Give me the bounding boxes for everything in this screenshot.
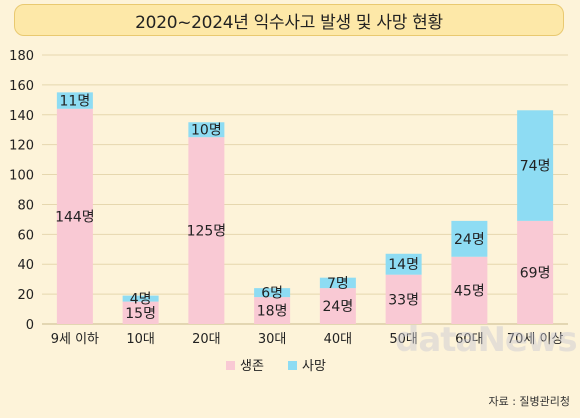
data-label-survival: 144명 <box>55 209 95 225</box>
data-label-survival: 15명 <box>125 306 156 322</box>
data-label-survival: 69명 <box>520 265 551 281</box>
y-tick-label: 60 <box>17 228 34 243</box>
data-label-death: 4명 <box>130 292 152 308</box>
source-note: 자료 : 질병관리청 <box>488 395 570 408</box>
chart-title: 2020~2024년 익수사고 발생 및 사망 현황 <box>14 4 564 36</box>
x-category-label: 70세 이상 <box>507 332 564 347</box>
data-label-death: 14명 <box>388 257 419 273</box>
bar-death <box>451 220 488 257</box>
data-label-death: 74명 <box>520 159 551 175</box>
bar-death <box>254 288 291 298</box>
y-tick-label: 160 <box>9 79 34 94</box>
bar-survival <box>319 288 356 324</box>
data-label-death: 6명 <box>261 286 283 302</box>
y-tick-label: 40 <box>17 258 34 273</box>
x-category-label: 9세 이하 <box>51 332 99 347</box>
y-tick-label: 180 <box>9 49 34 64</box>
bar-survival <box>56 108 93 324</box>
y-tick-label: 140 <box>9 109 34 124</box>
y-tick-label: 100 <box>9 169 34 184</box>
x-category-label: 30대 <box>258 332 287 347</box>
bar-survival <box>451 256 488 324</box>
watermark-logo: dataNews <box>395 320 578 360</box>
bar-death <box>56 92 93 109</box>
y-tick-label: 0 <box>26 318 34 333</box>
bar-survival <box>254 297 291 324</box>
bar-survival <box>122 301 159 324</box>
bar-survival <box>517 220 554 324</box>
y-tick-label: 20 <box>17 288 34 303</box>
x-category-label: 40대 <box>324 332 353 347</box>
data-label-death: 24명 <box>454 232 485 248</box>
x-category-label: 10대 <box>126 332 155 347</box>
data-label-death: 10명 <box>191 123 222 139</box>
bar-death <box>517 110 554 221</box>
bar-death <box>385 253 422 275</box>
legend-label-death: 사망 <box>302 359 326 374</box>
y-tick-label: 80 <box>17 198 34 213</box>
legend-swatch-death <box>288 361 297 370</box>
x-category-label: 20대 <box>192 332 221 347</box>
bar-survival <box>188 137 225 324</box>
data-label-survival: 24명 <box>323 299 354 315</box>
data-label-survival: 33명 <box>388 292 419 308</box>
bar-death <box>122 295 159 302</box>
bar-death <box>188 122 225 138</box>
legend-swatch-survival <box>226 361 235 370</box>
x-category-label: 50대 <box>389 332 418 347</box>
data-label-survival: 45명 <box>454 283 485 299</box>
y-tick-label: 120 <box>9 139 34 154</box>
data-label-survival: 125명 <box>187 224 227 240</box>
data-label-death: 11명 <box>60 94 91 110</box>
legend-label-survival: 생존 <box>240 359 264 374</box>
x-category-label: 60대 <box>455 332 484 347</box>
bar-survival <box>385 274 422 324</box>
data-label-survival: 18명 <box>257 304 288 320</box>
data-label-death: 7명 <box>327 276 349 292</box>
bar-death <box>319 277 356 289</box>
